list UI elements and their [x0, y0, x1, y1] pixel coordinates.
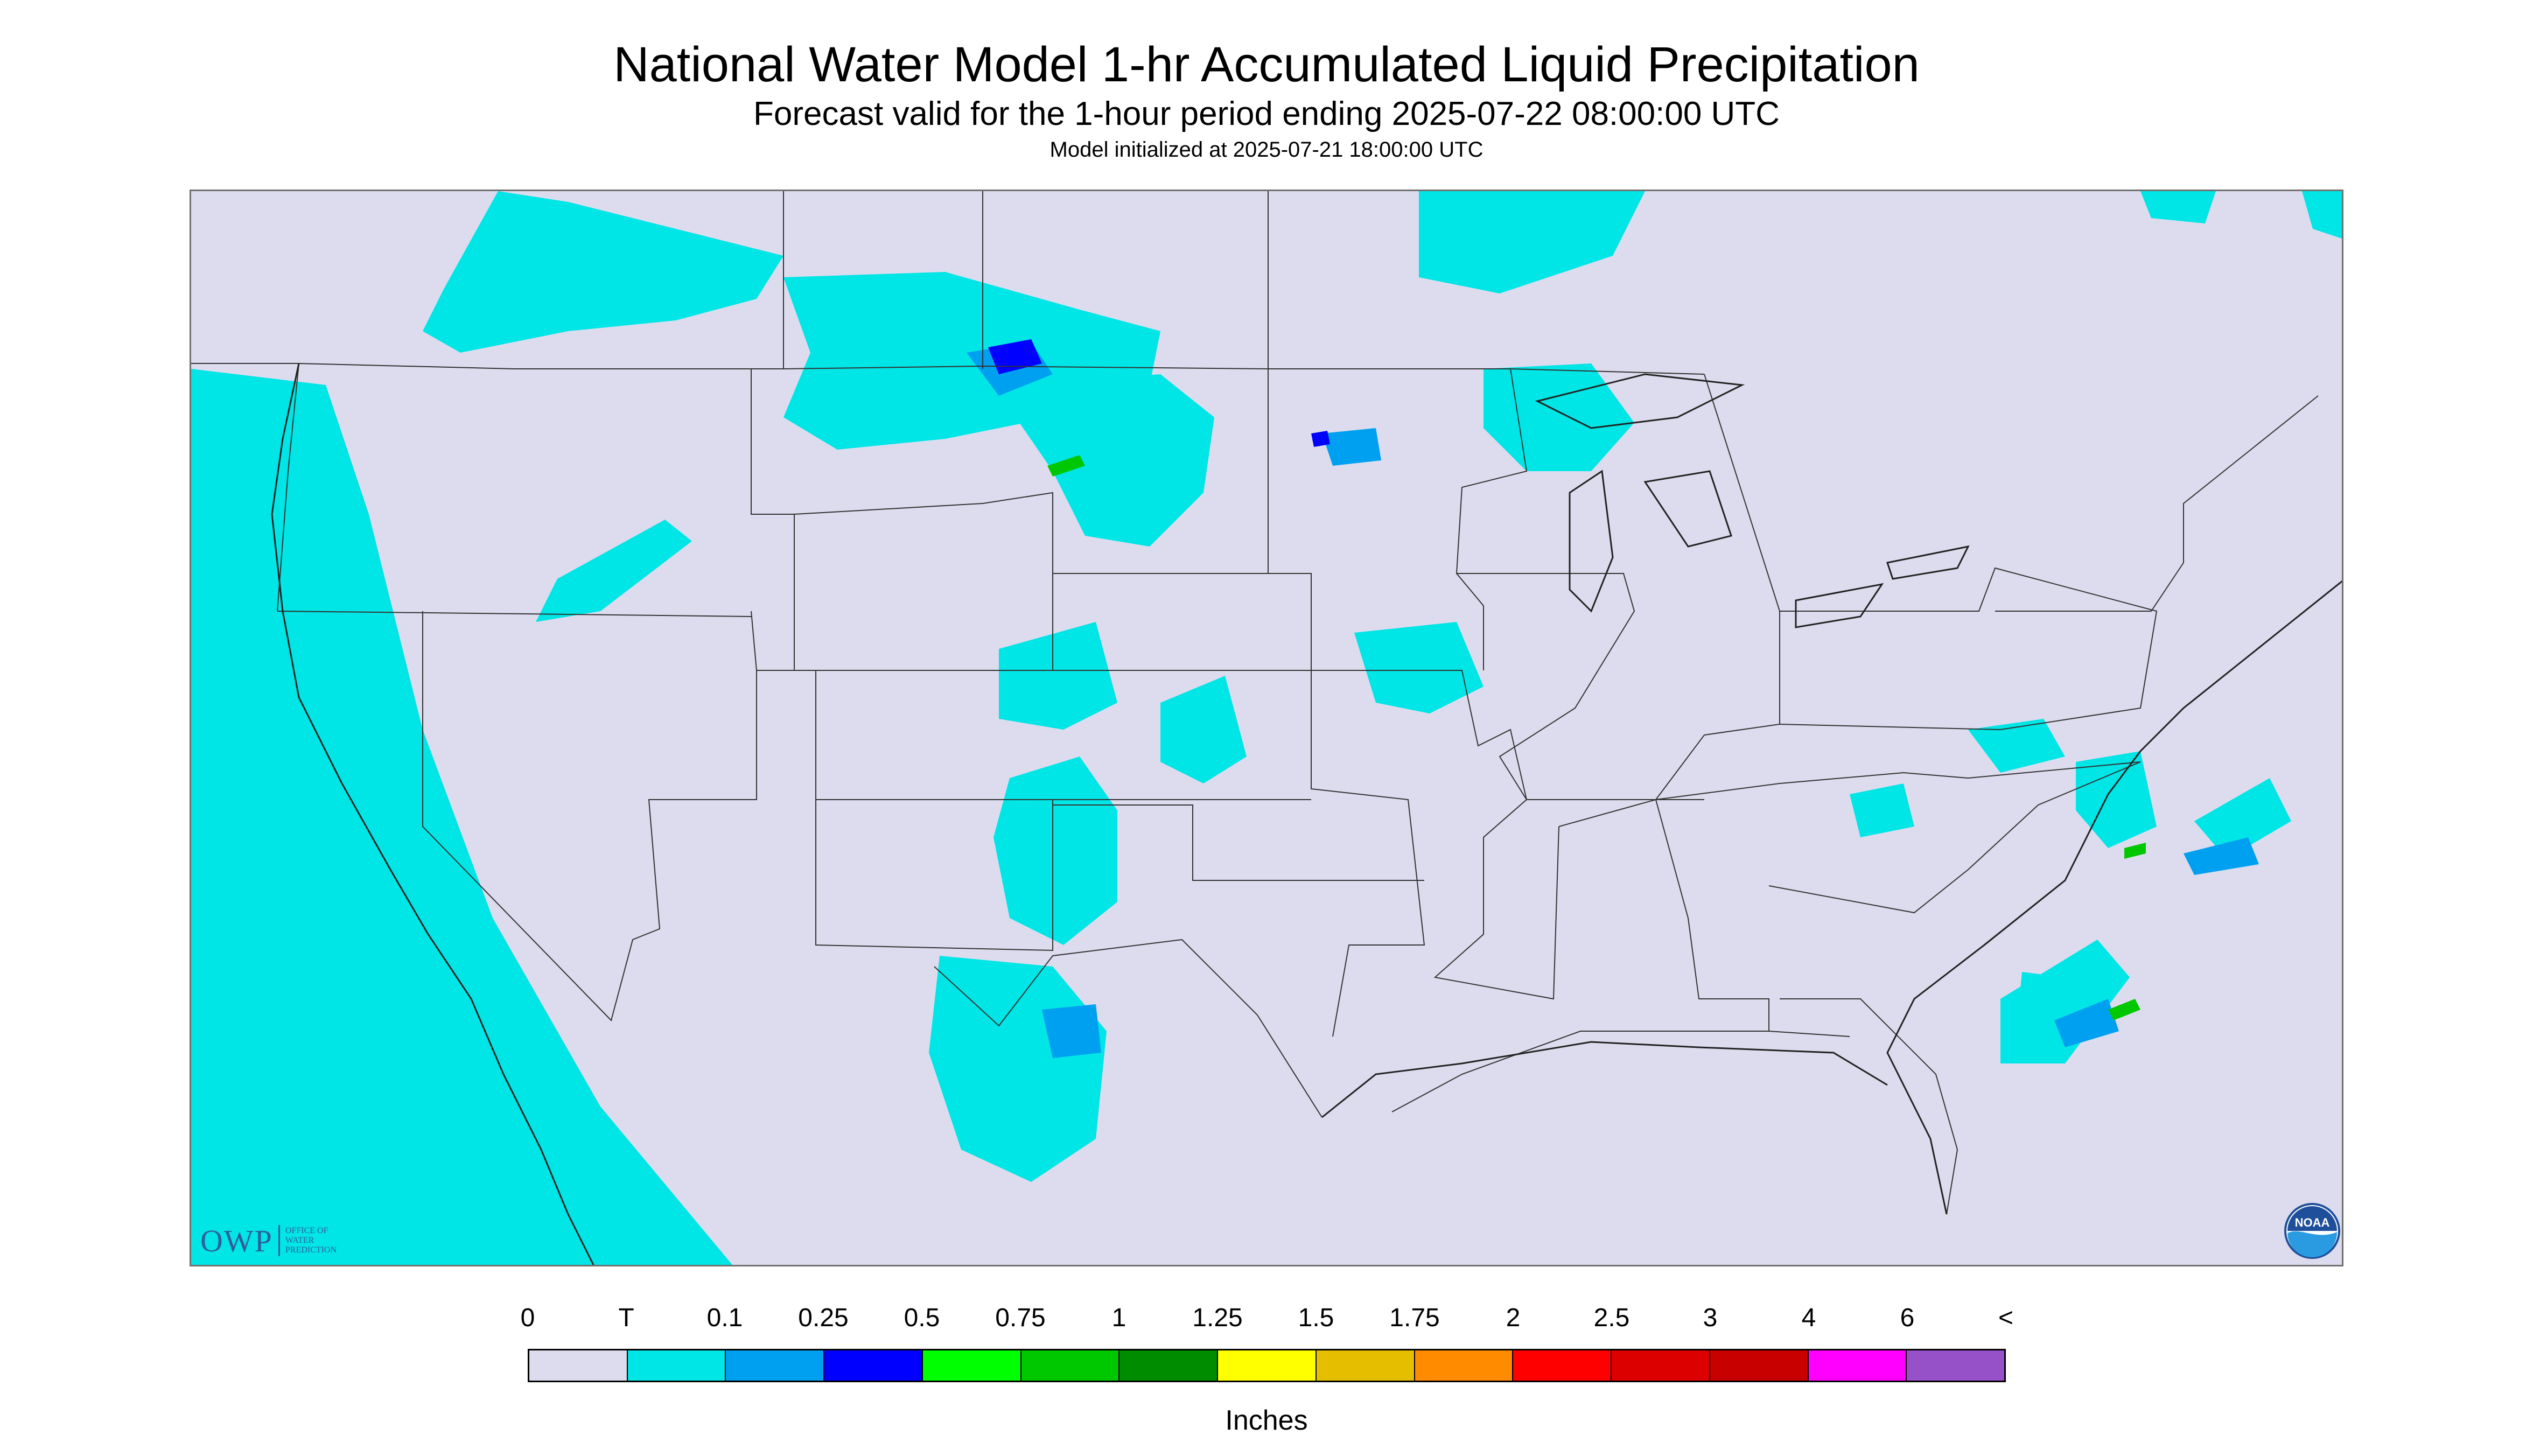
legend-swatch-3 [824, 1350, 923, 1381]
model-init-text: Model initialized at 2025-07-21 18:00:00… [1049, 138, 1484, 162]
coastline [271, 363, 2342, 1265]
pacific-coverage-region [191, 369, 732, 1265]
legend-swatch-11 [1612, 1350, 1710, 1381]
legend-label: 0.5 [904, 1304, 940, 1332]
legend-swatch-8 [1316, 1350, 1415, 1381]
legend-label: 0.1 [706, 1304, 743, 1332]
legend-swatch-10 [1513, 1350, 1612, 1381]
legend-label: 0.25 [798, 1304, 849, 1332]
legend-label: 4 [1801, 1304, 1816, 1332]
legend-label: 3 [1703, 1304, 1718, 1332]
great-lakes [1535, 373, 1970, 628]
map-title: National Water Model 1-hr Accumulated Li… [613, 37, 1920, 92]
owp-logo-divider [278, 1225, 280, 1256]
legend-swatch-7 [1218, 1350, 1317, 1381]
forecast-valid-subtitle: Forecast valid for the 1-hour period end… [753, 95, 1780, 132]
legend-label: 1.75 [1389, 1304, 1440, 1332]
legend-color-bar [528, 1349, 2006, 1382]
legend-units: Inches [1225, 1405, 1308, 1436]
legend-swatch-6 [1119, 1350, 1219, 1381]
map-canvas [191, 191, 2342, 1265]
precip-trace-areas [423, 191, 2342, 1182]
legend-swatch-13 [1808, 1350, 1907, 1381]
legend-swatch-2 [726, 1350, 825, 1381]
outside-domain-right [2002, 457, 2342, 1265]
legend-label: 1 [1111, 1304, 1126, 1332]
owp-logo-subtext: OFFICE OF WATER PREDICTION [285, 1226, 337, 1255]
legend-label: < [1998, 1304, 2014, 1332]
legend-label: 2.5 [1593, 1304, 1630, 1332]
legend-label: 6 [1900, 1304, 1915, 1332]
legend-swatch-0 [529, 1350, 628, 1381]
legend-label: 1.25 [1192, 1304, 1243, 1332]
precipitation-map [190, 190, 2343, 1266]
legend-label: 2 [1506, 1304, 1521, 1332]
legend-swatch-5 [1021, 1350, 1120, 1381]
owp-logo-text: OWP [200, 1223, 273, 1258]
legend-label: T [618, 1304, 634, 1332]
legend-labels: 0 T 0.1 0.25 0.5 0.75 1 1.25 1.5 1.75 2 2.5 3 4 6 < [0, 1303, 2533, 1341]
precip-heavy-areas [1047, 455, 2146, 1020]
owp-logo: OWP OFFICE OF WATER PREDICTION [200, 1221, 337, 1260]
noaa-logo-text: NOAA [2295, 1216, 2330, 1229]
legend-swatch-9 [1415, 1350, 1514, 1381]
legend-swatch-12 [1710, 1350, 1809, 1381]
state-boundaries [191, 191, 2319, 1215]
legend-swatch-4 [922, 1350, 1021, 1381]
legend-label: 0.75 [995, 1304, 1046, 1332]
noaa-logo: NOAA [2284, 1203, 2340, 1259]
precip-moderate-areas [988, 339, 1330, 447]
legend-label: 0 [520, 1304, 535, 1332]
legend-swatch-1 [627, 1350, 726, 1381]
legend-label: 1.5 [1298, 1304, 1334, 1332]
legend-swatch-14 [1907, 1350, 2005, 1381]
